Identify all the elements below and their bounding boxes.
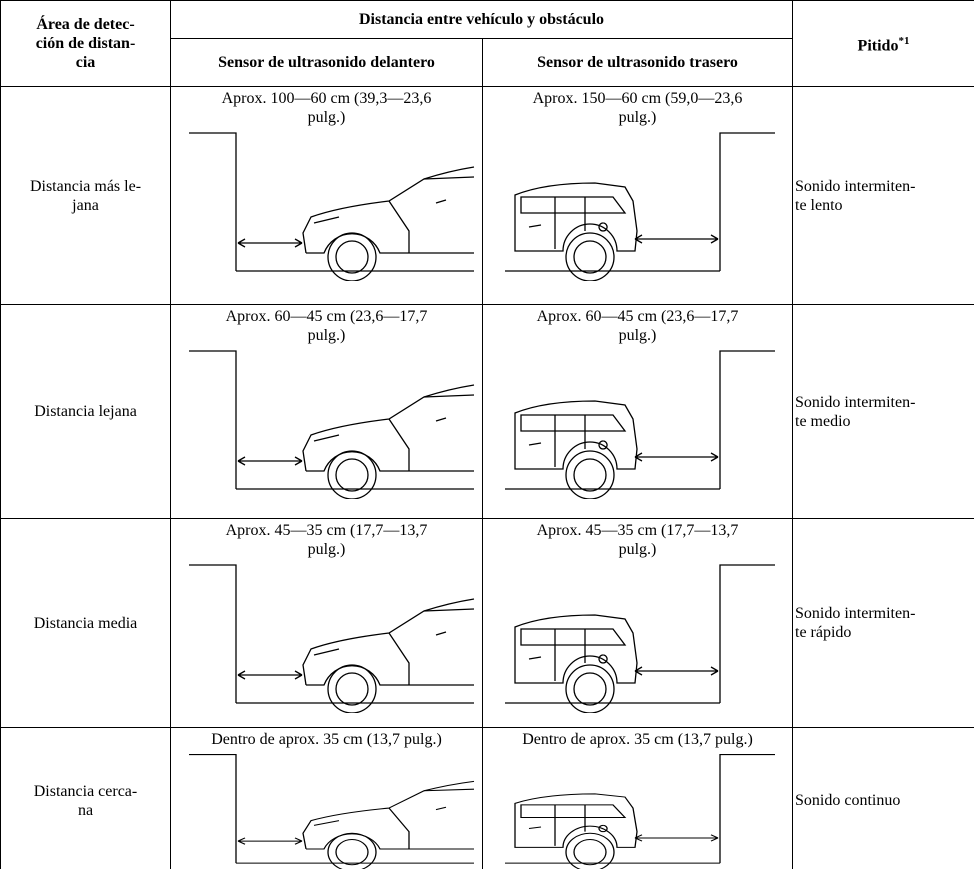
text-line: Distancia cerca- [33,782,138,800]
text-line: pulg.) [618,541,657,558]
header-rear: Sensor de ultrasonido trasero [482,38,793,87]
text-line: pulg.) [307,109,346,126]
text-line: pulg.) [618,327,657,344]
header-area: Área de detec-ción de distan-cia [0,0,171,87]
text-line: ción de distan- [35,35,136,52]
rear-cell: Aprox. 45—35 cm (17,7—13,7 pulg.) [482,518,793,728]
rear-illustration [503,564,776,713]
text-line: Aprox. 100—60 cm (39,3—23,6 [221,90,432,107]
text-line: te medio [795,412,851,430]
text-line: Distancia media [33,614,138,632]
text-line: pulg.) [307,541,346,558]
front-illustration [187,564,475,713]
text-line: Aprox. 150—60 cm (59,0—23,6 [532,90,743,107]
rear-cell: Dentro de aprox. 35 cm (13,7 pulg.) [482,727,793,869]
row: Distancia media Aprox. 45—35 cm (17,7—13,… [0,518,974,728]
rear-illustration [503,753,776,869]
car-drawing [503,350,776,499]
front-illustration [187,350,475,499]
area-cell: Distancia más le-jana [0,86,171,305]
text-line: Sonido intermiten- [795,177,916,195]
header-front: Sensor de ultrasonido delantero [170,38,483,87]
beep-cell: Sonido intermiten-te lento [792,86,974,305]
car-drawing [187,350,475,499]
row: Distancia cerca-na Dentro de aprox. 35 cm… [0,727,974,869]
front-illustration [187,132,475,281]
car-drawing [503,132,776,281]
text-line: na [77,801,94,819]
car-drawing [187,132,475,281]
text-line: Sonido continuo [795,792,901,809]
front-illustration [187,753,475,869]
text-line: pulg.) [618,109,657,126]
header-distance: Distancia entre vehículo y obstáculo [170,0,793,39]
text-line: pulg.) [307,327,346,344]
rear-illustration [503,350,776,499]
text-line: Área de detec- [36,16,135,33]
rear-cell: Aprox. 60—45 cm (23,6—17,7 pulg.) [482,304,793,519]
car-drawing [187,753,475,869]
text-line: Sonido intermiten- [795,393,916,411]
text-line: jana [72,196,99,214]
row: Distancia lejana Aprox. 60—45 cm (23,6—17… [0,304,974,519]
front-cell: Aprox. 100—60 cm (39,3—23,6 pulg.) [170,86,483,305]
header-beep: Pitido*1 [792,0,974,87]
text-line: Aprox. 60—45 cm (23,6—17,7 [225,308,428,325]
row: Distancia más le-jana Aprox. 100—60 cm (3… [0,86,974,305]
text-line: Aprox. 45—35 cm (17,7—13,7 [536,522,739,539]
car-drawing [503,564,776,713]
front-cell: Aprox. 45—35 cm (17,7—13,7 pulg.) [170,518,483,728]
beep-cell: Sonido continuo [792,727,974,869]
header-beep-text: Pitido [857,37,899,55]
beep-cell: Sonido intermiten-te medio [792,304,974,519]
rear-illustration [503,132,776,281]
text-line: Aprox. 60—45 cm (23,6—17,7 [536,308,739,325]
text-line: Dentro de aprox. 35 cm (13,7 pulg.) [211,731,442,748]
beep-cell: Sonido intermiten-te rápido [792,518,974,728]
text-line: te rápido [795,624,852,641]
text-line: te lento [795,196,843,214]
car-drawing [503,753,776,869]
text-line: Distancia lejana [34,403,137,420]
text-line: Dentro de aprox. 35 cm (13,7 pulg.) [522,731,753,748]
text-line: Distancia más le- [29,177,142,195]
text-line: cia [75,54,96,71]
text-line: Sonido intermiten- [795,605,916,622]
car-drawing [187,564,475,713]
area-cell: Distancia lejana [0,304,171,519]
footnote-mark: *1 [898,34,910,47]
rear-cell: Aprox. 150—60 cm (59,0—23,6 pulg.) [482,86,793,305]
front-cell: Aprox. 60—45 cm (23,6—17,7 pulg.) [170,304,483,519]
area-cell: Distancia media [0,518,171,728]
area-cell: Distancia cerca-na [0,727,171,869]
front-cell: Dentro de aprox. 35 cm (13,7 pulg.) [170,727,483,869]
text-line: Aprox. 45—35 cm (17,7—13,7 [225,522,428,539]
